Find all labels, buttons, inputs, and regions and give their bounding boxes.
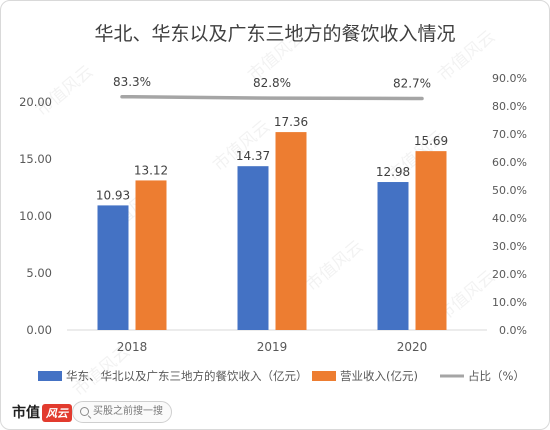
brand-logo: 市值 风云 [12,402,72,422]
right-tick-label: 10.0% [492,296,527,309]
right-tick-label: 80.0% [492,100,527,113]
watermark-text-0: 市值风云 [32,62,97,121]
search-icon [80,407,89,416]
legend: 华东、华北以及广东三地方的餐饮收入（亿元） 营业收入(亿元) 占比（%） [38,369,525,383]
bar-series: 10.93 14.37 12.98 13.12 17.36 15.69 [96,115,448,330]
x-tick-label: 2019 [257,340,288,354]
search-placeholder: 买股之前搜一搜 [93,406,163,417]
x-tick-label: 2018 [117,340,148,354]
left-tick-label: 20.00 [19,95,52,109]
bar-food-revenue [377,182,409,330]
bar-data-label: 12.98 [376,165,410,179]
right-tick-label: 90.0% [492,72,527,85]
legend-label: 华东、华北以及广东三地方的餐饮收入（亿元） [66,369,308,383]
left-tick-label: 5.00 [26,266,52,280]
chart-title: 华北、华东以及广东三地方的餐饮收入情况 [94,23,455,45]
line-data-label: 82.7% [393,76,431,90]
right-axis: 0.0% 10.0% 20.0% 30.0% 40.0% 50.0% 60.0% 70.0% 8… [492,72,527,337]
line-data-label: 82.8% [253,76,291,90]
left-tick-label: 0.00 [26,323,52,337]
right-tick-label: 60.0% [492,156,527,169]
line-data-label: 83.3% [113,75,151,89]
legend-label: 占比（%） [468,369,525,383]
bar-data-label: 15.69 [414,134,448,148]
right-tick-label: 30.0% [492,240,527,253]
bar-operating-revenue [135,180,167,330]
bar-data-label: 14.37 [236,149,270,163]
bar-food-revenue [97,205,129,330]
right-tick-label: 20.0% [492,268,527,281]
bar-data-label: 10.93 [96,188,130,202]
bar-operating-revenue [415,151,447,330]
left-tick-label: 10.00 [19,209,52,223]
right-tick-label: 40.0% [492,212,527,225]
left-tick-label: 15.00 [19,152,52,166]
bar-food-revenue [237,166,269,330]
brand-mark: 风云 [42,404,72,422]
legend-label: 营业收入(亿元) [340,369,418,383]
x-tick-label: 2020 [397,340,428,354]
brand-name: 市值 [12,405,40,421]
chart: 市值风云市值风云市值风云市值风云市值风云市值风云市值风云市值风云市值风云 华北、… [19,23,527,400]
right-tick-label: 50.0% [492,184,527,197]
right-tick-label: 70.0% [492,128,527,141]
search-box[interactable]: 买股之前搜一搜 [72,401,172,423]
right-tick-label: 0.0% [499,324,527,337]
legend-swatch [312,371,336,381]
line-share [120,95,424,101]
bar-data-label: 17.36 [274,115,308,129]
footer: 市值 风云 买股之前搜一搜 [0,396,550,430]
line-series: 83.3% 82.8% 82.7% [113,75,431,101]
left-axis: 0.00 5.00 10.00 15.00 20.00 [19,95,52,337]
legend-swatch [38,371,62,381]
watermark-text-3: 市值风云 [302,237,367,296]
bar-data-label: 13.12 [134,163,168,177]
x-axis-labels: 2018 2019 2020 [117,340,428,354]
bar-operating-revenue [275,132,307,330]
